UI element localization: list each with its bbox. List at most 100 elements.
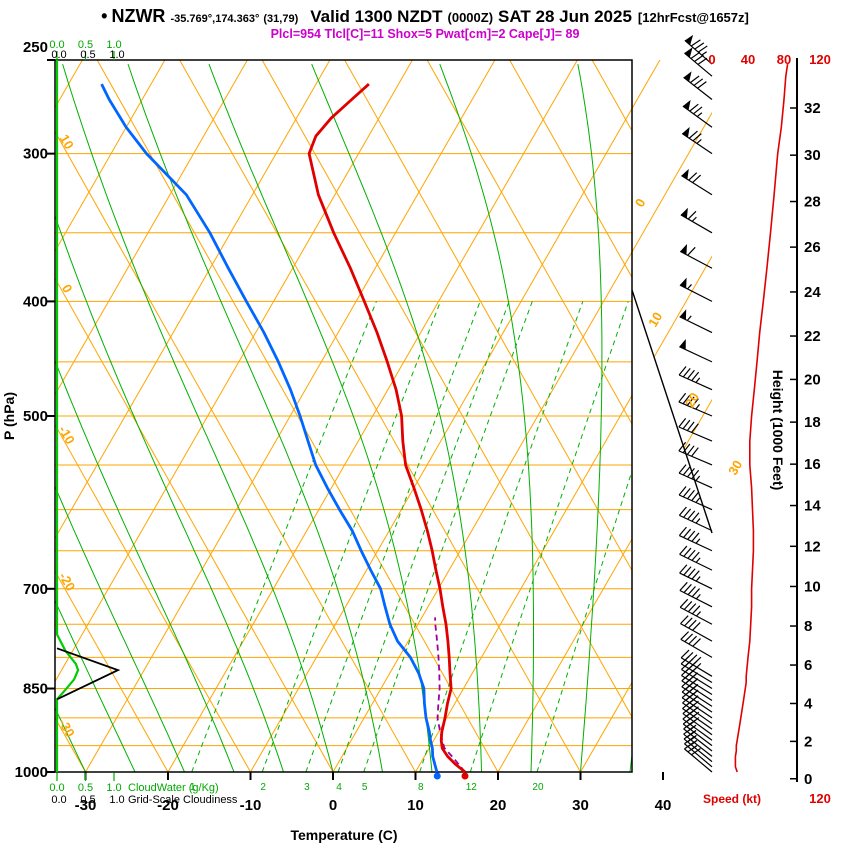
svg-text:1000: 1000 xyxy=(15,764,48,781)
svg-text:40: 40 xyxy=(655,797,672,814)
svg-text:-30: -30 xyxy=(75,797,97,814)
svg-text:-30: -30 xyxy=(55,716,77,740)
svg-text:30: 30 xyxy=(804,147,821,164)
svg-text:0: 0 xyxy=(804,771,812,788)
cloud-scales: 0.00.00.50.51.01.00.00.00.50.51.01.0Clou… xyxy=(49,39,238,806)
valid-utc: (0000Z) xyxy=(447,10,494,25)
speed-profile xyxy=(734,63,789,773)
svg-text:32: 32 xyxy=(804,100,821,117)
svg-text:Speed (kt): Speed (kt) xyxy=(703,792,761,806)
svg-text:10: 10 xyxy=(407,797,424,814)
svg-text:6: 6 xyxy=(804,657,812,674)
wind-barbs xyxy=(678,34,713,773)
svg-text:20: 20 xyxy=(532,782,544,793)
svg-text:0.0: 0.0 xyxy=(49,782,64,794)
svg-text:28: 28 xyxy=(804,194,821,211)
cloudiness-profile xyxy=(56,647,121,701)
svg-text:-20: -20 xyxy=(157,797,179,814)
svg-text:CloudWater (g/Kg): CloudWater (g/Kg) xyxy=(128,782,219,794)
svg-text:4: 4 xyxy=(804,695,813,712)
svg-text:1.0: 1.0 xyxy=(109,49,124,61)
svg-text:1.0: 1.0 xyxy=(106,39,121,51)
moist-adiabat-lines xyxy=(55,63,632,772)
stability-indices-line: Plcl=954 Tlcl[C]=11 Shox=5 Pwat[cm]=2 Ca… xyxy=(0,27,850,41)
svg-text:20: 20 xyxy=(490,797,507,814)
svg-text:-20: -20 xyxy=(56,570,78,594)
svg-text:80: 80 xyxy=(777,52,791,67)
svg-text:0.5: 0.5 xyxy=(78,782,93,794)
header: • NZWR -35.769°,174.363° (31,79) Valid 1300 … xyxy=(0,6,850,41)
svg-text:1.0: 1.0 xyxy=(109,794,124,806)
svg-text:Temperature (C): Temperature (C) xyxy=(290,827,397,843)
temperature-curve xyxy=(307,83,466,774)
valid-date: SAT 28 Jun 2025 xyxy=(498,7,632,26)
svg-text:10: 10 xyxy=(57,132,77,152)
svg-text:18: 18 xyxy=(804,414,821,431)
station-grid-ref: (31,79) xyxy=(263,13,299,25)
cloud-water-profile xyxy=(55,60,80,772)
svg-text:12: 12 xyxy=(804,538,821,555)
header-title-line: • NZWR -35.769°,174.363° (31,79) Valid 1300 … xyxy=(0,6,850,27)
svg-text:8: 8 xyxy=(804,618,812,635)
svg-text:12: 12 xyxy=(466,782,478,793)
svg-text:0.5: 0.5 xyxy=(78,39,93,51)
svg-text:10: 10 xyxy=(645,310,665,330)
svg-text:0.5: 0.5 xyxy=(80,794,95,806)
svg-text:850: 850 xyxy=(23,681,48,698)
dewpoint-curve xyxy=(100,83,439,773)
svg-text:250: 250 xyxy=(23,39,48,56)
isobar-lines xyxy=(55,153,632,773)
svg-text:20: 20 xyxy=(804,371,821,388)
stability-indices: Plcl=954 Tlcl[C]=11 Shox=5 Pwat[cm]=2 Ca… xyxy=(270,27,580,41)
temperature-axis-labels: -30 -20 -10 0 10 20 30 40 Temperature (C) xyxy=(75,772,672,843)
svg-text:0.0: 0.0 xyxy=(49,39,64,51)
svg-text:1.0: 1.0 xyxy=(106,782,121,794)
svg-text:10: 10 xyxy=(804,578,821,595)
svg-text:0: 0 xyxy=(329,797,337,814)
svg-text:0.0: 0.0 xyxy=(51,49,66,61)
svg-text:0: 0 xyxy=(708,52,715,67)
adiabat-isotherm-labels: 10 0 -10 -20 -30 0 10 20 30 xyxy=(55,132,745,740)
svg-text:4: 4 xyxy=(336,782,342,793)
station-bullet: • xyxy=(101,6,108,26)
svg-text:P (hPa): P (hPa) xyxy=(1,392,17,440)
mixing-ratio-lines xyxy=(191,301,632,772)
svg-text:24: 24 xyxy=(804,284,821,301)
svg-text:30: 30 xyxy=(572,797,589,814)
svg-text:26: 26 xyxy=(804,239,821,256)
svg-text:2: 2 xyxy=(804,733,812,750)
svg-text:120: 120 xyxy=(809,52,831,67)
svg-text:Height (1000 Feet): Height (1000 Feet) xyxy=(770,370,786,491)
svg-text:30: 30 xyxy=(725,458,745,478)
svg-text:0.0: 0.0 xyxy=(51,794,66,806)
valid-time: Valid 1300 NZDT xyxy=(310,7,443,26)
svg-text:-10: -10 xyxy=(240,797,262,814)
svg-text:120: 120 xyxy=(809,791,831,806)
mixing-ratio-labels: 1 2 3 4 5 8 12 20 xyxy=(190,782,544,793)
parcel-curve xyxy=(434,617,466,773)
svg-text:700: 700 xyxy=(23,581,48,598)
svg-text:3: 3 xyxy=(304,782,310,793)
station-code: NZWR xyxy=(111,6,166,26)
isotherm-lines xyxy=(55,60,712,772)
svg-text:14: 14 xyxy=(804,498,821,515)
svg-text:0: 0 xyxy=(59,282,76,296)
svg-text:22: 22 xyxy=(804,328,821,345)
svg-text:0.5: 0.5 xyxy=(80,49,95,61)
svg-text:-10: -10 xyxy=(56,423,78,447)
svg-text:16: 16 xyxy=(804,456,821,473)
svg-text:2: 2 xyxy=(260,782,266,793)
svg-text:0: 0 xyxy=(632,196,649,210)
svg-text:300: 300 xyxy=(23,146,48,163)
svg-text:400: 400 xyxy=(23,293,48,310)
station-coords: -35.769°,174.363° xyxy=(170,13,260,25)
svg-text:Grid-Scale Cloudiness: Grid-Scale Cloudiness xyxy=(128,794,238,806)
surface-markers xyxy=(433,772,469,780)
svg-text:40: 40 xyxy=(741,52,755,67)
forecast-tag: [12hrFcst@1657z] xyxy=(637,10,749,25)
svg-text:500: 500 xyxy=(23,408,48,425)
